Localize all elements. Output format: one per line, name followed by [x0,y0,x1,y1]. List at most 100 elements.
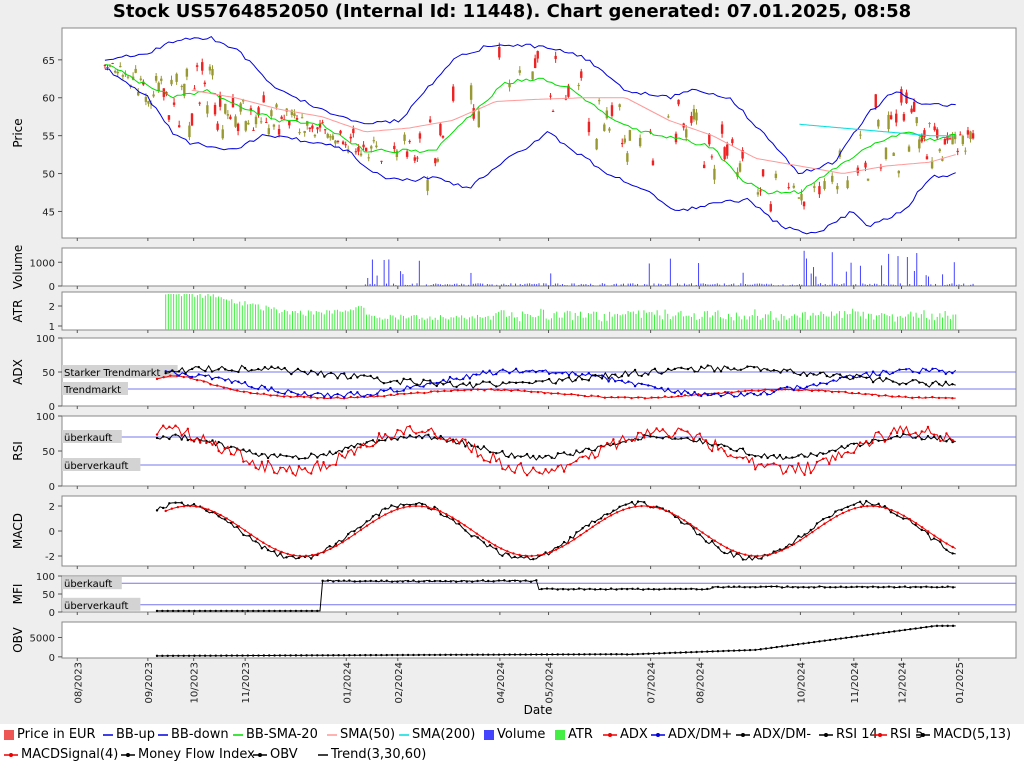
point-rsi5 [365,445,368,448]
price-candle [188,125,191,138]
ylabel-rsi: RSI [11,441,25,461]
point-macd-signal [378,516,381,520]
legend-label: RSI 5 [890,727,924,742]
price-candle [152,94,155,97]
point-adx [951,396,954,400]
price-candle [710,156,714,158]
price-candle [216,123,219,130]
point-obv [631,653,634,656]
point-obv [508,653,511,656]
point-adx [209,383,212,386]
price-candle [359,153,363,156]
point-macd-signal [695,527,698,530]
point-macd-signal [188,504,192,508]
point-mfi [866,586,869,589]
point-obv [545,653,549,656]
point-macd-signal [945,542,948,545]
price-candle [370,146,373,149]
point-obv [727,649,730,653]
point-adx [576,394,580,397]
point-mfi [278,609,282,613]
point-obv [828,638,832,642]
point-mfi [251,609,255,613]
point-obv [305,654,308,657]
point-obv [652,652,656,655]
point-macd-signal [298,554,302,558]
point-adx-dmminus [362,374,366,377]
point-obv [396,653,399,657]
legend-item: SMA(200) [399,726,475,744]
point-mfi [914,585,917,589]
point-macd-signal [951,545,954,549]
point-adx-dmplus [382,389,386,393]
point-macd [895,514,899,517]
point-rsi14 [587,447,590,451]
point-rsi14 [180,438,183,441]
point-adx-dmplus [402,389,405,392]
price-candle [879,167,883,169]
ytick-label-adx: 50 [42,368,55,379]
point-macd-signal [841,511,845,515]
price-candle [900,89,903,103]
point-obv [844,636,848,640]
point-macd-signal [737,551,741,555]
price-candle [731,139,734,144]
point-macd-signal [207,508,210,511]
price-candle [618,104,621,108]
price-candle [244,121,247,131]
xtick-label: 10/2023 [190,662,201,704]
point-adx [449,389,453,393]
price-candle [341,141,345,145]
point-adx [523,389,526,393]
point-rsi5 [735,456,738,459]
point-mfi [935,586,939,589]
ylabel-macd: MACD [11,513,25,549]
price-candle [177,125,181,128]
point-obv [422,653,426,657]
point-adx-dmplus [362,395,366,398]
point-rsi5 [377,432,381,435]
point-macd-signal [493,544,497,547]
point-rsi5 [192,439,196,442]
point-rsi5 [778,464,782,467]
point-adx-dmplus [785,385,789,389]
point-macd-signal [725,546,729,550]
point-adx [530,390,533,394]
point-mfi [198,609,201,613]
point-rsi5 [266,459,270,463]
point-mfi [679,587,682,591]
point-adx [610,395,613,399]
point-macd [192,503,196,506]
price-candle [157,82,160,91]
point-mfi [925,585,928,588]
point-mfi [385,579,388,582]
point-mfi [583,588,586,591]
ytick-label-rsi: 50 [42,447,55,458]
price-candle [300,117,304,119]
point-adx [616,396,620,399]
point-mfi [593,588,597,591]
point-rsi14 [649,435,652,438]
point-rsi5 [297,465,301,468]
point-obv [209,654,212,657]
point-macd-signal [524,554,527,558]
point-adx-dmminus [713,370,716,373]
point-macd [902,517,905,520]
price-candle [533,58,537,69]
point-mfi [187,609,191,613]
price-candle [229,116,232,120]
point-obv [615,653,618,656]
point-macd-signal [646,504,649,508]
price-candle [154,75,158,81]
point-rsi5 [692,438,695,441]
point-adx-dmminus [600,377,604,380]
price-candle [116,71,119,74]
point-rsi5 [525,474,529,477]
point-adx [596,394,600,398]
point-mfi [374,579,378,583]
point-adx [489,387,493,391]
point-mfi [428,579,431,583]
point-obv [177,654,180,658]
legend-item: MACDSignal(4) [4,746,118,764]
point-macd-signal [859,505,863,509]
